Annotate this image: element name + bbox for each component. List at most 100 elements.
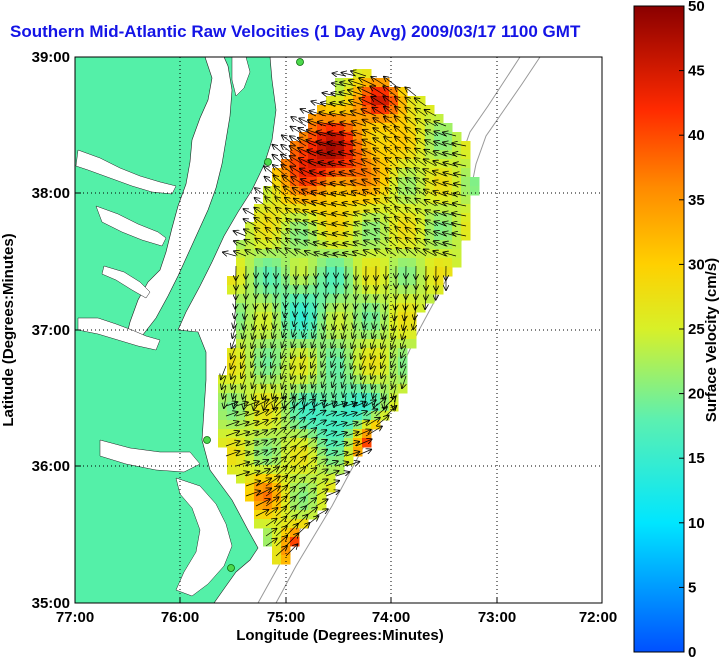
velocity-arrow [401,345,407,358]
velocity-cell [272,168,282,178]
velocity-cell [353,438,363,448]
velocity-arrow [321,345,327,357]
velocity-cell [317,258,327,268]
velocity-cell [317,492,327,502]
velocity-cell [254,456,264,466]
velocity-cell [335,393,345,403]
velocity-arrow [406,208,417,217]
velocity-arrow [285,467,295,477]
velocity-arrow [361,345,367,359]
velocity-cell [398,231,408,241]
velocity-cell [461,222,471,232]
velocity-cell [290,393,300,403]
velocity-arrow [405,117,417,127]
velocity-cell [353,357,363,367]
velocity-cell [371,357,381,367]
velocity-arrow [396,168,407,177]
velocity-arrow [385,217,397,227]
velocity-cell [344,258,354,268]
velocity-cell [452,168,462,178]
velocity-arrow [282,375,287,388]
velocity-cell [299,222,309,232]
velocity-arrow [374,179,387,187]
velocity-cell [281,510,291,520]
velocity-arrow [452,233,467,236]
velocity-arrow [315,509,328,517]
velocity-arrow [252,325,256,339]
velocity-cell [299,501,309,511]
velocity-arrow [265,295,266,308]
x-tick-label: 77:00 [56,609,94,626]
velocity-cell [281,420,291,430]
velocity-cell [290,438,300,448]
velocity-arrow [315,479,328,487]
velocity-cell [443,222,453,232]
velocity-cell [281,159,291,169]
velocity-arrow [291,365,297,379]
velocity-cell [299,483,309,493]
velocity-vectors [221,71,467,557]
velocity-cell [407,240,417,250]
velocity-arrow [285,456,296,467]
velocity-arrow [353,202,367,207]
velocity-arrow [264,305,266,319]
velocity-cell [263,501,273,511]
velocity-cell [443,123,453,133]
velocity-arrow [415,239,427,247]
velocity-cell [245,393,255,403]
velocity-cell [317,375,327,385]
velocity-cell [407,105,417,115]
velocity-cell [398,366,408,376]
velocity-arrow [396,158,407,167]
velocity-cell [317,204,327,214]
velocity-arrow [373,315,376,328]
velocity-cell [281,375,291,385]
y-tick-label: 39:00 [32,49,70,66]
velocity-cell [227,357,237,367]
velocity-arrow [382,375,386,388]
velocity-arrow [293,385,296,398]
velocity-cell [254,357,264,367]
velocity-arrow [322,365,326,377]
velocity-cell [290,195,300,205]
velocity-cell [263,411,273,421]
velocity-arrow [342,375,346,387]
velocity-cell [299,456,309,466]
velocity-cell [344,123,354,133]
velocity-cell [353,393,363,403]
velocity-arrow [371,355,377,369]
velocity-arrow [325,432,336,436]
velocity-arrow [314,315,317,328]
velocity-arrow [415,248,427,257]
velocity-cell [299,132,309,142]
velocity-cell [425,258,435,268]
velocity-cell [335,123,345,133]
velocity-arrow [295,398,304,407]
velocity-cell [299,231,309,241]
velocity-cell [398,123,408,133]
velocity-cell [245,375,255,385]
velocity-cell [353,222,363,232]
velocity-cell [344,105,354,115]
velocity-arrow [265,497,279,507]
velocity-arrow [275,397,286,407]
velocity-arrow [255,420,268,427]
velocity-arrow [275,517,286,527]
velocity-cell [317,123,327,133]
velocity-arrow [314,305,316,318]
velocity-cell [236,402,246,412]
velocity-arrow [434,121,447,127]
velocity-cell [380,267,390,277]
velocity-cell [263,384,273,394]
velocity-cell [326,204,336,214]
velocity-arrow [242,375,247,388]
velocity-arrow [364,250,377,257]
velocity-arrow [262,335,267,348]
velocity-arrow [305,438,317,447]
velocity-cell [425,114,435,124]
colorbar-tick-label: 0 [688,644,696,659]
velocity-arrow [275,407,286,417]
velocity-arrow [283,325,286,337]
velocity-cell [263,537,273,547]
velocity-cell [326,114,336,124]
